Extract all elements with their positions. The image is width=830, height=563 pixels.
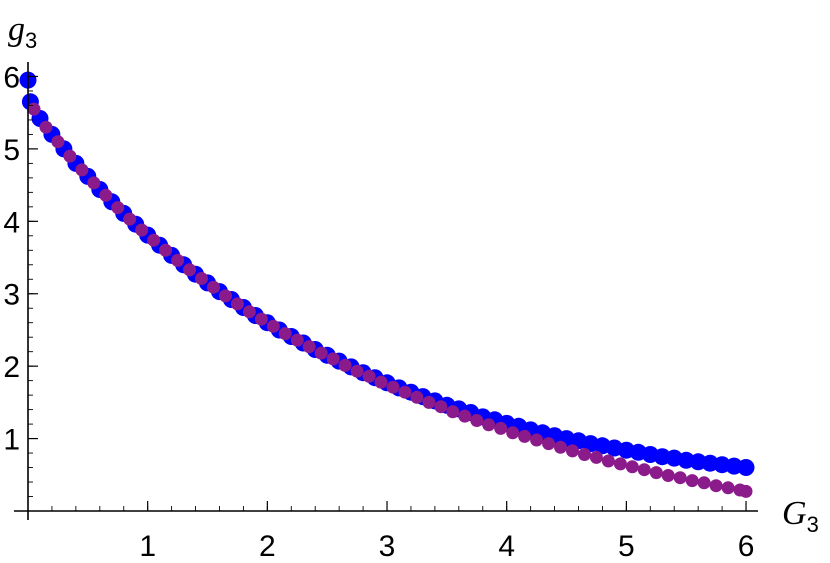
- data-point: [494, 421, 508, 435]
- data-point: [159, 243, 173, 257]
- data-point: [39, 120, 53, 134]
- data-point: [410, 390, 424, 404]
- series-2: [27, 102, 753, 498]
- x-axis-label-subscript: 3: [807, 512, 819, 537]
- data-point: [242, 305, 256, 319]
- data-point: [739, 484, 753, 498]
- data-point: [446, 405, 460, 419]
- data-point: [721, 481, 735, 495]
- data-point: [386, 380, 400, 394]
- data-point: [470, 414, 484, 427]
- data-point: [219, 289, 232, 303]
- y-axis-label-base: g: [8, 11, 25, 48]
- data-point: [566, 444, 579, 458]
- data-point: [326, 352, 340, 366]
- data-point: [589, 450, 603, 464]
- data-point: [649, 466, 663, 480]
- x-tick-label: 2: [259, 530, 276, 563]
- data-point: [350, 364, 364, 378]
- data-point: [530, 433, 544, 447]
- data-point: [171, 253, 185, 267]
- x-tick-label: 3: [379, 530, 396, 563]
- data-point: [63, 149, 77, 163]
- data-point: [75, 163, 89, 177]
- data-point: [661, 469, 675, 482]
- x-axis-label: G3: [782, 495, 819, 537]
- data-point: [625, 460, 639, 474]
- data-point: [398, 385, 412, 399]
- data-point: [254, 312, 268, 326]
- data-point: [554, 440, 567, 454]
- x-tick-label: 1: [139, 530, 156, 563]
- data-point: [135, 223, 149, 237]
- data-point: [737, 459, 755, 476]
- y-tick-label: 3: [3, 279, 20, 312]
- y-axis-label-subscript: 3: [25, 28, 37, 53]
- data-point: [290, 333, 304, 347]
- data-point: [338, 358, 352, 372]
- data-point: [506, 426, 520, 440]
- data-point: [685, 474, 699, 488]
- y-tick-label: 2: [3, 351, 20, 384]
- data-point: [278, 327, 292, 341]
- data-point: [27, 102, 41, 116]
- x-axis-label-base: G: [782, 495, 807, 532]
- data-point: [374, 375, 388, 389]
- data-point: [51, 135, 65, 149]
- data-point: [518, 429, 532, 443]
- data-point: [482, 418, 496, 432]
- x-tick-label: 5: [618, 530, 635, 563]
- y-tick-label: 1: [3, 424, 20, 457]
- x-tick-label: 6: [738, 530, 755, 563]
- data-point: [709, 479, 723, 493]
- data-point: [578, 448, 591, 461]
- data-point: [422, 395, 436, 409]
- data-point: [230, 297, 244, 311]
- y-tick-label: 4: [3, 206, 20, 239]
- data-point: [314, 346, 328, 360]
- data-point: [601, 454, 615, 468]
- data-point: [434, 400, 448, 414]
- data-point: [697, 476, 711, 490]
- data-point: [302, 340, 316, 354]
- data-point: [673, 471, 687, 485]
- data-point: [637, 463, 651, 477]
- data-point: [99, 188, 113, 202]
- data-point: [458, 409, 472, 423]
- y-tick-label: 6: [3, 61, 20, 94]
- points-layer: [19, 71, 755, 498]
- y-tick-label: 5: [3, 134, 20, 167]
- data-point: [362, 369, 376, 383]
- data-point: [111, 201, 125, 215]
- data-point: [266, 319, 280, 333]
- data-point: [613, 457, 627, 471]
- axes-layer: [14, 62, 758, 520]
- data-point: [207, 280, 220, 294]
- data-point: [183, 263, 197, 277]
- data-point: [123, 212, 137, 226]
- data-point: [542, 437, 556, 451]
- x-tick-label: 4: [498, 530, 515, 563]
- data-point: [147, 233, 161, 247]
- data-point: [195, 272, 208, 285]
- ticks-layer: 1 2 3 4 5 6 1 2 3 4 5 6: [3, 61, 754, 563]
- y-axis-label: g3: [8, 11, 37, 53]
- series-1: [19, 71, 755, 476]
- data-point: [87, 176, 101, 190]
